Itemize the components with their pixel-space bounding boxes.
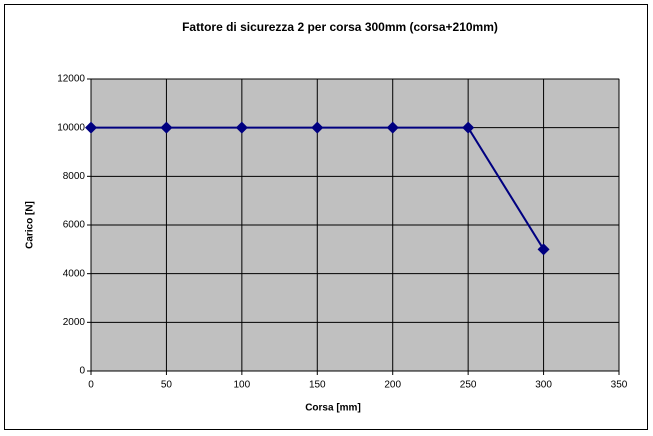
y-tick-label: 0 [79, 366, 85, 377]
y-tick-label: 6000 [63, 220, 86, 231]
y-tick-label: 8000 [63, 171, 86, 182]
x-tick-label: 250 [460, 380, 477, 391]
x-tick-label: 50 [161, 380, 173, 391]
y-tick-label: 4000 [63, 268, 86, 279]
chart-title: Fattore di sicurezza 2 per corsa 300mm (… [182, 20, 498, 34]
y-tick-label: 2000 [63, 317, 86, 328]
y-tick-label: 10000 [57, 122, 85, 133]
data-point [311, 121, 324, 134]
x-tick-label: 200 [384, 380, 401, 391]
data-point [235, 121, 248, 134]
data-point [386, 121, 399, 134]
data-point [85, 121, 97, 134]
x-tick-label: 150 [309, 380, 326, 391]
x-axis-title: Corsa [mm] [305, 403, 361, 414]
x-tick-label: 0 [88, 380, 94, 391]
y-axis-title: Carico [N] [25, 201, 36, 249]
x-tick-label: 350 [611, 380, 628, 391]
data-point [537, 243, 550, 256]
x-tick-label: 300 [535, 380, 552, 391]
x-tick-label: 100 [234, 380, 251, 391]
data-point [160, 121, 173, 134]
y-tick-label: 12000 [57, 74, 85, 85]
data-point [462, 121, 475, 134]
